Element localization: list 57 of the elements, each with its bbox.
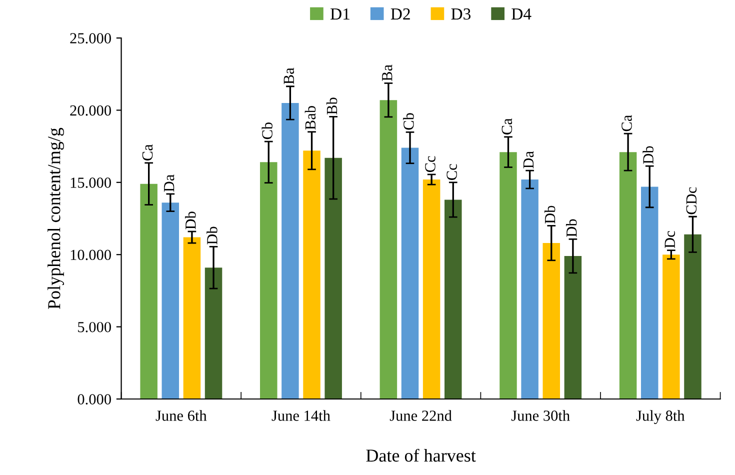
bar	[444, 200, 462, 399]
legend-label: D1	[330, 8, 350, 20]
bar	[401, 148, 419, 399]
bar	[684, 234, 702, 399]
data-label: Db	[566, 219, 577, 237]
data-label: Db	[544, 206, 556, 224]
data-label: Db	[642, 146, 654, 164]
bar	[204, 268, 222, 399]
data-label: Da	[523, 151, 534, 168]
y-tick-label: 5.000	[78, 322, 111, 332]
data-label: Db	[185, 212, 196, 230]
data-label: Cb	[262, 122, 272, 140]
data-label: Ca	[142, 144, 153, 160]
data-label: Cc	[446, 164, 457, 180]
data-label: Ca	[502, 118, 512, 134]
bar	[542, 243, 560, 399]
x-axis-title: Date of harvest	[366, 448, 476, 462]
bar	[422, 180, 440, 399]
bar	[303, 150, 320, 399]
y-tick-label: 15.000	[70, 178, 111, 188]
bar	[564, 256, 582, 399]
bar	[619, 152, 637, 399]
legend-label: D4	[512, 8, 532, 20]
data-label: Ba	[382, 64, 392, 81]
bar	[521, 180, 538, 399]
x-tick-label: June 14th	[272, 410, 330, 421]
y-tick-label: 0.000	[78, 394, 111, 405]
x-tick-label: June 6th	[156, 410, 207, 421]
bar	[324, 158, 342, 399]
bar	[282, 102, 299, 399]
y-tick-label: 20.000	[70, 105, 111, 116]
y-tick-label: 10.000	[70, 250, 111, 260]
data-label: Da	[164, 174, 174, 192]
data-label: Bab	[304, 106, 316, 130]
bar	[162, 202, 180, 399]
x-tick-label: June 22nd	[390, 410, 452, 421]
bar	[260, 162, 278, 399]
bar	[183, 237, 201, 399]
data-label: Ca	[622, 115, 632, 132]
bar	[380, 100, 398, 399]
data-label: Ba	[284, 68, 294, 84]
x-tick-label: June 30th	[511, 410, 570, 421]
data-label: Bb	[326, 98, 338, 114]
bar	[500, 152, 517, 399]
data-label: Cb	[403, 113, 414, 130]
data-label: Db	[206, 226, 218, 244]
data-label: Dc	[664, 231, 676, 248]
x-tick-label: July 8th	[636, 410, 685, 424]
y-tick-label: 25.000	[70, 33, 111, 44]
legend-label: D2	[390, 8, 410, 20]
y-axis-title: Polyphenol content/mg/g	[48, 128, 64, 310]
bar	[140, 184, 158, 399]
bar	[640, 186, 658, 399]
data-label: Cc	[425, 156, 436, 172]
data-label: CDc	[686, 187, 697, 214]
legend-label: D3	[451, 8, 471, 20]
bar	[662, 254, 680, 399]
